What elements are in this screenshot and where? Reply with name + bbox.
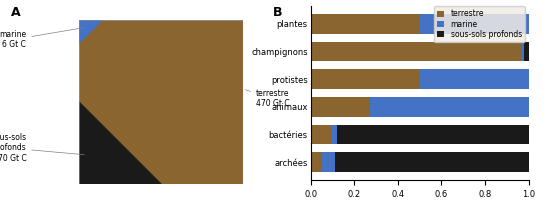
Polygon shape [79, 101, 162, 184]
Text: marine
6 Gt C: marine 6 Gt C [0, 28, 83, 49]
Bar [311, 97, 370, 117]
Bar [337, 125, 529, 144]
Bar [311, 69, 420, 89]
Text: sous-sols
profonds
70 Gt C: sous-sols profonds 70 Gt C [0, 133, 84, 163]
Bar [311, 14, 420, 34]
Bar [335, 152, 529, 172]
Bar [311, 125, 332, 144]
Bar [522, 42, 524, 61]
Bar [524, 42, 529, 61]
Text: terrestre
470 Gt C: terrestre 470 Gt C [245, 89, 289, 108]
Bar [370, 97, 529, 117]
Bar [332, 125, 337, 144]
Bar [420, 69, 529, 89]
Text: B: B [272, 6, 282, 19]
Legend: terrestre, marine, sous-sols profonds: terrestre, marine, sous-sols profonds [434, 6, 525, 42]
Bar [322, 152, 335, 172]
Bar [311, 42, 522, 61]
Bar [420, 14, 529, 34]
Bar [311, 152, 322, 172]
Text: A: A [11, 6, 21, 19]
Polygon shape [79, 20, 103, 44]
